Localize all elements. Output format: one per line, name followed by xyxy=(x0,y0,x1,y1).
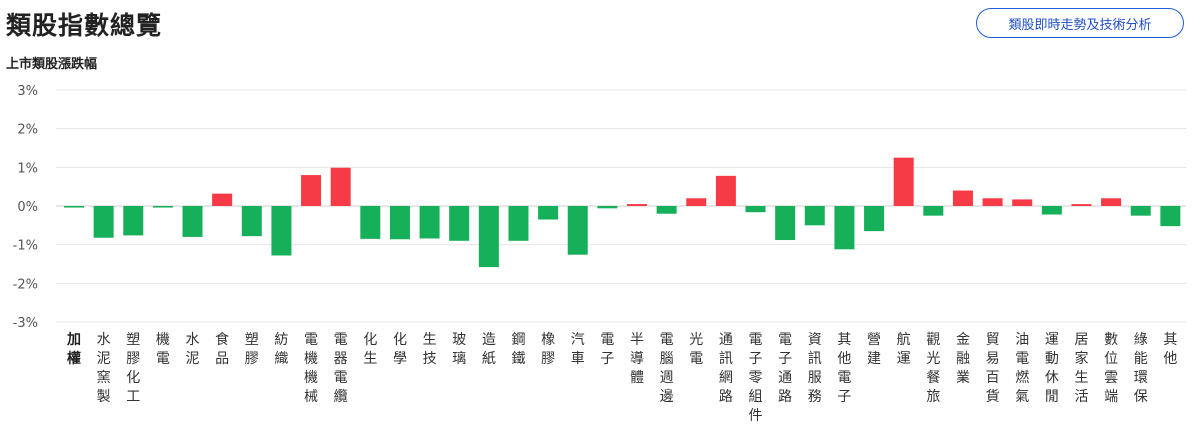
bar-6 xyxy=(212,193,233,206)
category-label: 航運 xyxy=(897,332,911,367)
page-title: 類股指數總覽 xyxy=(6,11,163,40)
bar-25 xyxy=(775,206,796,241)
bar-14 xyxy=(449,206,470,241)
category-label: 居家生活 xyxy=(1074,332,1088,405)
y-tick-label: 1% xyxy=(17,161,38,176)
bar-3 xyxy=(123,206,144,236)
bar-13 xyxy=(419,206,440,239)
category-label: 其他 xyxy=(1163,332,1177,367)
category-label: 化學 xyxy=(393,332,407,367)
bar-37 xyxy=(1130,206,1151,216)
category-label: 鋼鐵 xyxy=(511,332,525,367)
category-label: 造紙 xyxy=(482,332,496,367)
category-label: 汽車 xyxy=(571,332,585,367)
y-tick-label: -3% xyxy=(13,316,38,331)
bar-29 xyxy=(893,157,914,206)
bar-12 xyxy=(389,206,410,240)
category-label: 電子通路 xyxy=(778,332,792,405)
bar-35 xyxy=(1071,204,1092,206)
sector-trend-button[interactable]: 類股即時走勢及技術分析 xyxy=(976,8,1184,38)
bar-18 xyxy=(567,206,588,255)
category-label: 電子 xyxy=(600,332,614,367)
bar-30 xyxy=(923,206,944,216)
category-label: 電腦週邊 xyxy=(660,332,674,405)
category-label: 半導體 xyxy=(630,332,644,386)
bar-5 xyxy=(182,206,203,237)
bar-24 xyxy=(745,206,766,213)
bar-19 xyxy=(597,206,618,209)
category-label: 觀光餐旅 xyxy=(926,332,940,405)
category-label: 水泥 xyxy=(186,332,200,367)
y-tick-label: -2% xyxy=(13,277,38,292)
category-label: 機電 xyxy=(156,332,170,367)
bar-36 xyxy=(1101,198,1122,206)
bar-7 xyxy=(241,206,262,237)
bar-27 xyxy=(834,206,855,250)
category-label: 玻璃 xyxy=(452,332,466,367)
bar-9 xyxy=(301,175,322,206)
category-label: 其他電子 xyxy=(837,332,851,405)
bar-28 xyxy=(864,206,885,232)
y-tick-label: 0% xyxy=(17,200,38,215)
category-label: 橡膠 xyxy=(541,332,555,367)
bar-17 xyxy=(538,206,559,220)
bar-2 xyxy=(93,206,114,238)
category-label: 數位雲端 xyxy=(1104,332,1118,405)
category-label: 金融業 xyxy=(956,332,970,386)
bar-32 xyxy=(982,198,1003,206)
category-label: 資訊服務 xyxy=(808,332,822,405)
category-label: 生技 xyxy=(423,332,437,367)
category-label: 水泥窯製 xyxy=(97,332,111,405)
y-tick-label: -1% xyxy=(13,239,38,254)
bar-16 xyxy=(508,206,529,241)
category-label: 食品 xyxy=(215,331,229,367)
category-label: 塑膠化工 xyxy=(126,332,140,405)
bar-20 xyxy=(627,204,647,206)
chart-subtitle: 上市類股漲跌幅 xyxy=(6,57,98,72)
bar-8 xyxy=(271,206,292,256)
y-tick-label: 2% xyxy=(17,123,38,138)
category-label: 油電燃氣 xyxy=(1015,332,1029,405)
bar-26 xyxy=(804,206,825,226)
category-label: 綠能環保 xyxy=(1134,332,1148,405)
category-label: 塑膠 xyxy=(245,332,259,367)
bar-1 xyxy=(64,206,84,208)
category-label: 化生 xyxy=(363,332,377,367)
category-label: 光電 xyxy=(689,332,703,367)
bar-11 xyxy=(360,206,381,239)
y-tick-label: 3% xyxy=(17,84,38,99)
bar-22 xyxy=(686,198,707,206)
bar-31 xyxy=(952,190,973,206)
bar-34 xyxy=(1041,206,1062,215)
category-label: 紡織 xyxy=(274,332,288,367)
bar-15 xyxy=(478,206,499,268)
category-label: 電器電纜 xyxy=(334,332,348,405)
bar-33 xyxy=(1012,199,1033,206)
category-label: 加權 xyxy=(66,332,81,367)
bar-38 xyxy=(1160,206,1181,227)
category-label: 電機機械 xyxy=(304,332,318,405)
category-label: 營建 xyxy=(867,332,881,367)
bar-23 xyxy=(715,175,736,206)
category-label: 通訊網路 xyxy=(719,332,733,405)
bar-4 xyxy=(152,206,173,208)
category-label: 電子零組件 xyxy=(749,332,763,424)
category-label: 運動休閒 xyxy=(1045,332,1059,405)
category-label: 貿易百貨 xyxy=(986,332,1000,405)
bar-21 xyxy=(656,206,677,214)
bar-10 xyxy=(330,167,351,206)
